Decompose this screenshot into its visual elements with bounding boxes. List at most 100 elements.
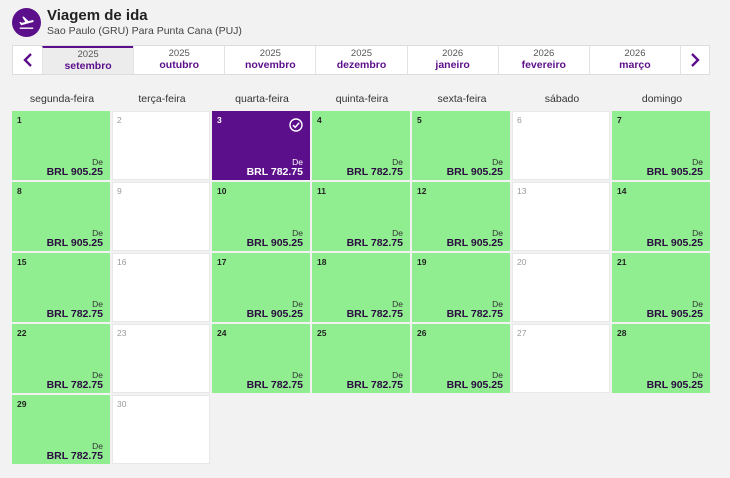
day-price: BRL 905.25	[646, 237, 703, 249]
from-label: De	[92, 157, 103, 167]
from-label: De	[92, 228, 103, 238]
day-price: BRL 782.75	[246, 166, 303, 178]
trip-header: Viagem de ida Sao Paulo (GRU) Para Punta…	[12, 6, 242, 38]
month-year: 2026	[533, 48, 555, 59]
day-number: 21	[617, 257, 627, 267]
weekday-label: quarta-feira	[235, 93, 289, 105]
day-cell-available[interactable]: 17 De BRL 905.25	[212, 253, 310, 322]
day-price: BRL 905.25	[446, 166, 503, 178]
weekday-label: domingo	[641, 93, 683, 105]
month-year: 2026	[442, 48, 464, 59]
day-cell-available[interactable]: 28 De BRL 905.25	[612, 324, 710, 393]
day-cell-available[interactable]: 22 De BRL 782.75	[12, 324, 110, 393]
month-name: dezembro	[336, 59, 387, 71]
day-price: BRL 905.25	[446, 379, 503, 391]
day-cell-available[interactable]: 10 De BRL 905.25	[212, 182, 310, 251]
previous-month-button[interactable]	[13, 46, 42, 74]
day-cell-available[interactable]: 8 De BRL 905.25	[12, 182, 110, 251]
route-subtitle: Sao Paulo (GRU) Para Punta Cana (PUJ)	[47, 24, 242, 37]
day-number: 24	[217, 328, 227, 338]
day-number: 17	[217, 257, 227, 267]
day-price: BRL 782.75	[446, 308, 503, 320]
day-cell-available[interactable]: 4 De BRL 782.75	[312, 111, 410, 180]
day-price: BRL 905.25	[46, 237, 103, 249]
month-year: 2025	[350, 48, 373, 59]
day-number: 25	[317, 328, 327, 338]
day-price: BRL 782.75	[46, 450, 103, 462]
month-year: 2025	[77, 49, 99, 60]
weekday-header: segunda-feira terça-feira quarta-feira quin…	[12, 93, 712, 105]
day-cell-available[interactable]: 1 De BRL 905.25	[12, 111, 110, 180]
from-label: De	[692, 370, 703, 380]
day-number: 13	[517, 186, 527, 196]
month-tab-fevereiro[interactable]: 2026 fevereiro	[497, 46, 589, 74]
day-cell-available[interactable]: 26 De BRL 905.25	[412, 324, 510, 393]
day-cell-unavailable: 6	[512, 111, 610, 180]
day-cell-unavailable: 27	[512, 324, 610, 393]
day-cell-available[interactable]: 29 De BRL 782.75	[12, 395, 110, 464]
month-tab-março[interactable]: 2026 março	[588, 46, 680, 74]
day-cell-unavailable: 30	[112, 395, 210, 464]
day-number: 14	[617, 186, 627, 196]
month-name: fevereiro	[521, 59, 566, 71]
from-label: De	[492, 299, 503, 309]
day-number: 1	[17, 115, 22, 125]
from-label: De	[292, 370, 303, 380]
from-label: De	[292, 228, 303, 238]
chevron-right-icon	[691, 53, 700, 67]
day-price: BRL 782.75	[346, 166, 403, 178]
from-label: De	[392, 370, 403, 380]
day-cell-available[interactable]: 12 De BRL 905.25	[412, 182, 510, 251]
from-label: De	[392, 228, 403, 238]
day-cell-unavailable: 23	[112, 324, 210, 393]
day-cell-available[interactable]: 11 De BRL 782.75	[312, 182, 410, 251]
day-cell-available[interactable]: 5 De BRL 905.25	[412, 111, 510, 180]
day-number: 12	[417, 186, 427, 196]
month-selector: 2025 setembro 2025 outubro 2025 novembro 2025 d…	[12, 45, 710, 75]
from-label: De	[92, 370, 103, 380]
day-cell-available[interactable]: 15 De BRL 782.75	[12, 253, 110, 322]
day-cell-unavailable: 20	[512, 253, 610, 322]
day-number: 7	[617, 115, 622, 125]
day-number: 8	[17, 186, 22, 196]
day-cell-available[interactable]: 19 De BRL 782.75	[412, 253, 510, 322]
day-cell-available[interactable]: 24 De BRL 782.75	[212, 324, 310, 393]
day-number: 4	[317, 115, 322, 125]
month-tab-outubro[interactable]: 2025 outubro	[133, 46, 225, 74]
day-number: 5	[417, 115, 422, 125]
from-label: De	[692, 299, 703, 309]
month-tab-dezembro[interactable]: 2025 dezembro	[315, 46, 407, 74]
day-number: 29	[17, 399, 27, 409]
day-cell-available[interactable]: 21 De BRL 905.25	[612, 253, 710, 322]
page-title: Viagem de ida	[47, 6, 148, 24]
day-price: BRL 905.25	[446, 237, 503, 249]
day-cell-available[interactable]: 7 De BRL 905.25	[612, 111, 710, 180]
day-number: 2	[117, 115, 122, 125]
day-number: 22	[17, 328, 27, 338]
from-label: De	[492, 370, 503, 380]
day-number: 30	[117, 399, 127, 409]
day-cell-unavailable: 2	[112, 111, 210, 180]
day-price: BRL 782.75	[46, 379, 103, 391]
day-cell-available[interactable]: 25 De BRL 782.75	[312, 324, 410, 393]
day-cell-selected[interactable]: 3 De BRL 782.75	[212, 111, 310, 180]
day-cell-available[interactable]: 18 De BRL 782.75	[312, 253, 410, 322]
day-number: 6	[517, 115, 522, 125]
day-number: 3	[217, 115, 222, 125]
month-tab-janeiro[interactable]: 2026 janeiro	[406, 46, 498, 74]
month-tab-novembro[interactable]: 2025 novembro	[224, 46, 316, 74]
next-month-button[interactable]	[680, 46, 709, 74]
day-cell-unavailable: 13	[512, 182, 610, 251]
day-price: BRL 782.75	[246, 379, 303, 391]
from-label: De	[292, 299, 303, 309]
day-price: BRL 782.75	[46, 308, 103, 320]
month-tab-setembro[interactable]: 2025 setembro	[42, 46, 134, 74]
day-number: 19	[417, 257, 427, 267]
day-cell-available[interactable]: 14 De BRL 905.25	[612, 182, 710, 251]
day-number: 28	[617, 328, 627, 338]
day-price: BRL 905.25	[646, 379, 703, 391]
chevron-left-icon	[22, 53, 32, 67]
day-cell-unavailable: 16	[112, 253, 210, 322]
from-label: De	[692, 228, 703, 238]
from-label: De	[92, 299, 103, 309]
